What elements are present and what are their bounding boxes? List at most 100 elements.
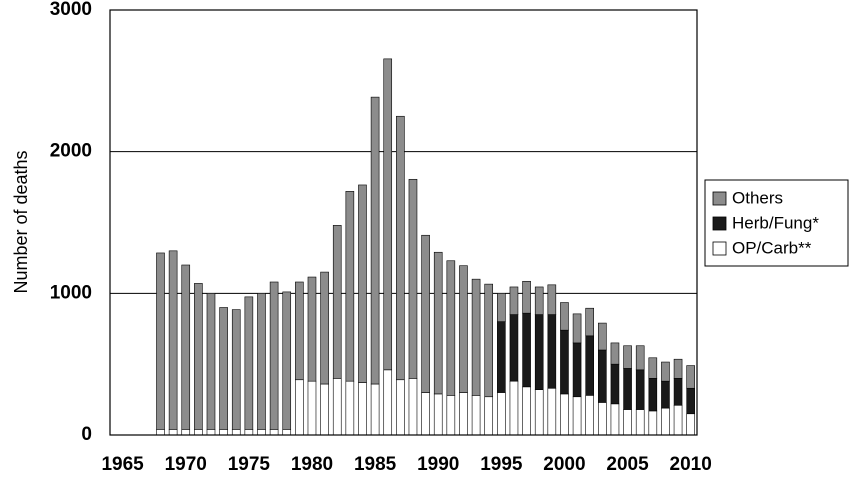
bar-segment [635,345,645,371]
bar-segment [522,312,531,388]
bar-segment [269,281,279,430]
bar-segment [156,252,165,430]
legend-frame [704,179,849,267]
y-tick-label: 2000 [50,141,92,162]
bar-segment [383,58,393,371]
bar-segment [598,322,607,351]
bar-segment [320,383,329,436]
bar-segment [534,389,544,436]
bar-segment [396,379,405,436]
y-axis-label: Number of deaths [11,150,31,293]
x-tick-label: 1970 [165,454,207,475]
bar-segment [446,260,456,396]
bar-segment [560,329,569,395]
bar-segment [181,429,191,436]
bar-segment [585,335,594,396]
x-tick-label: 1995 [480,454,523,475]
y-tick-label: 1000 [50,282,92,303]
bar-segment [194,283,203,430]
bar-segment [433,251,443,395]
bar-segment [219,429,228,436]
bar-segment [396,115,405,381]
y-tick-label: 0 [81,424,92,445]
bar-segment [635,369,645,410]
bar-segment [484,396,494,436]
bar-segment [459,392,468,436]
bar-segment [673,404,683,436]
bar-segment [244,429,254,436]
bar-segment [509,314,519,382]
y-tick-label: 3000 [50,0,92,20]
bar-segment [610,363,620,405]
plot-frame [109,9,698,436]
bar-segment [421,392,430,436]
bar-segment [547,284,557,315]
bar-segment [421,234,430,393]
bar-segment [673,358,683,379]
bar-segment [484,283,494,398]
bar-segment [572,313,582,344]
bar-segment [572,342,582,398]
bar-segment [282,291,292,430]
bar-segment [522,386,531,436]
x-tick-label: 1965 [101,454,144,475]
legend-label: Others [732,188,783,207]
bar-segment [282,429,292,436]
bar-segment [257,293,266,430]
legend-label: OP/Carb** [732,238,812,257]
bar-segment [686,365,695,389]
bar-segment [446,395,456,436]
bar-segment [433,393,443,436]
bar-segment [661,407,670,436]
x-tick-label: 2010 [670,454,712,475]
bar-segment [560,393,569,436]
bar-segment [610,342,620,365]
bar-segment [509,380,519,436]
bar-segment [181,264,191,430]
legend-label: Herb/Fung* [732,213,819,232]
bar-segment [623,409,632,436]
bar-segment [686,413,695,436]
bar-segment [320,271,329,385]
bar-segment [648,378,658,412]
bar-segment [408,178,418,379]
bar-segment [534,314,544,390]
bar-segment [231,309,241,430]
x-tick-label: 2005 [606,454,649,475]
bar-segment [194,429,203,436]
bar-segment [345,380,355,436]
bar-segment [497,392,506,436]
bar-segment [408,378,418,436]
bar-segment [648,410,658,436]
legend-swatch [712,191,727,206]
bar-segment [623,368,632,410]
bar-segment [345,191,355,382]
bar-segment [560,302,569,331]
bar-segment [610,403,620,436]
bar-segment [673,378,683,406]
bar-segment [471,278,481,396]
bar-segment [471,395,481,436]
x-tick-label: 1990 [417,454,459,475]
bar-segment [156,429,165,436]
bar-segment [497,321,506,393]
bar-segment [522,280,531,314]
bar-segment [307,276,317,382]
bar-segment [358,184,367,383]
bar-segment [648,357,658,379]
bar-segment [269,429,279,436]
bar-segment [572,396,582,436]
bar-segment [459,265,468,393]
bar-segment [168,429,178,436]
bar-segment [635,409,645,436]
bar-segment [547,314,557,389]
bar-segment [661,361,670,382]
bar-segment [383,369,393,436]
bar-segment [219,307,228,430]
x-tick-label: 1980 [291,454,333,475]
bar-segment [206,293,216,430]
bar-segment [332,378,342,436]
bar-segment [598,349,607,403]
bar-segment [370,96,380,385]
bar-segment [244,296,254,430]
